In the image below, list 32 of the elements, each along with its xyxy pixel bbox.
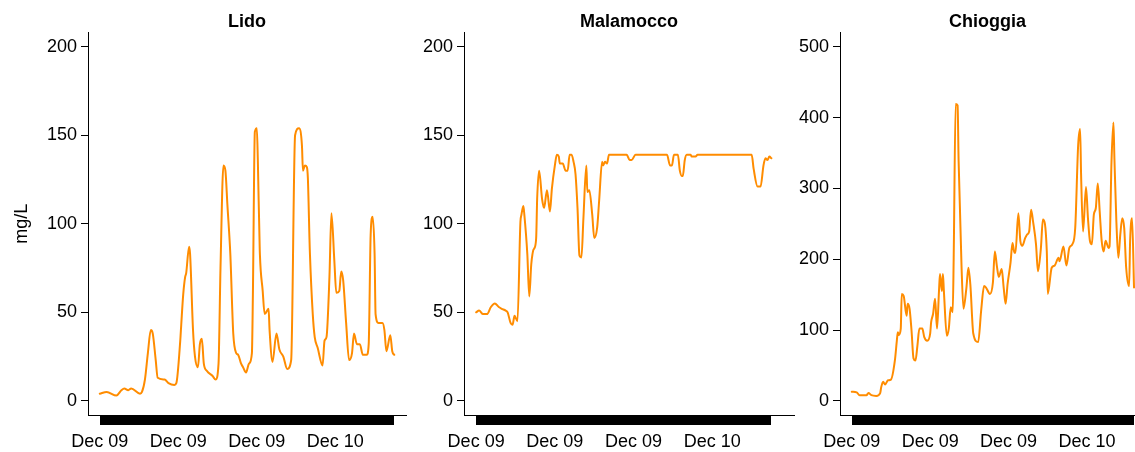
x-tick-label: Dec 09 xyxy=(980,430,1038,451)
y-tick-label: 150 xyxy=(422,124,453,145)
x-tick-label: Dec 10 xyxy=(683,430,741,451)
x-tick-label: Dec 09 xyxy=(71,430,129,451)
y-tick-label: 100 xyxy=(798,318,829,339)
y-tick-label: 500 xyxy=(798,35,829,56)
x-tick-label: Dec 09 xyxy=(605,430,663,451)
x-tick-label: Dec 09 xyxy=(901,430,959,451)
y-tick-label: 0 xyxy=(66,389,77,410)
y-tick-label: 200 xyxy=(422,35,453,56)
x-tick-label: Dec 09 xyxy=(526,430,584,451)
y-tick-label: 0 xyxy=(818,389,829,410)
y-axis-title: mg/L xyxy=(10,203,31,244)
y-tick-label: 0 xyxy=(442,389,453,410)
y-tick-label: 200 xyxy=(798,248,829,269)
x-tick-label: Dec 09 xyxy=(228,430,286,451)
chart-title: Malamocco xyxy=(579,10,679,31)
chart-title: Lido xyxy=(228,10,266,31)
y-tick-label: 50 xyxy=(432,301,453,322)
y-tick-label: 100 xyxy=(422,212,453,233)
chart-title: Chioggia xyxy=(949,10,1027,31)
y-tick-label: 200 xyxy=(46,35,77,56)
x-tick-label: Dec 09 xyxy=(149,430,207,451)
x-tick-label: Dec 09 xyxy=(823,430,881,451)
x-tick-label: Dec 10 xyxy=(306,430,364,451)
y-tick-label: 300 xyxy=(798,177,829,198)
y-tick-label: 50 xyxy=(56,301,77,322)
y-tick-label: 150 xyxy=(46,124,77,145)
x-tick-label: Dec 10 xyxy=(1058,430,1116,451)
y-tick-label: 100 xyxy=(46,212,77,233)
y-tick-label: 400 xyxy=(798,106,829,127)
x-tick-label: Dec 09 xyxy=(447,430,505,451)
